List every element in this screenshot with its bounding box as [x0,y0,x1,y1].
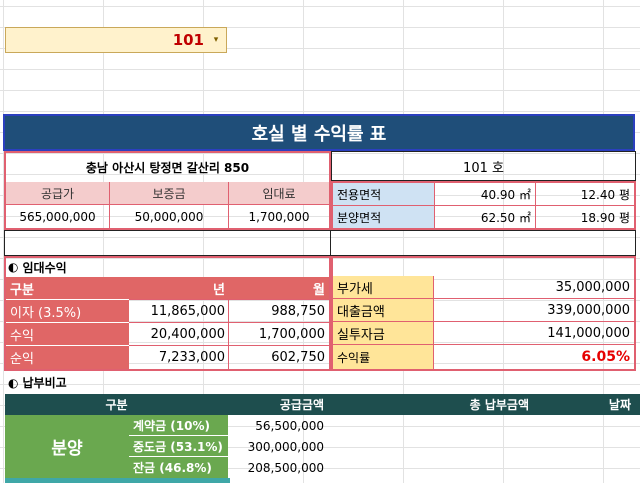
payment-section-heading: ◐ 납부비고 [4,372,204,393]
payment-group-sale: 분양 [5,415,129,478]
price-value-supply[interactable]: 565,000,000 [19,209,96,224]
area-m2-exclusive[interactable]: 40.90 ㎡ [480,187,531,202]
rental-row-year[interactable]: 7,233,000 [158,350,225,365]
spacer-row-right [331,230,636,256]
area-pyeong-exclusive[interactable]: 12.40 평 [580,187,630,202]
payment-header-date: 날짜 [608,398,631,412]
payment-header-total: 총 납부금액 [469,398,529,412]
price-value-rent[interactable]: 1,700,000 [248,209,310,224]
summary-label-investment: 실투자금 [333,322,433,344]
rental-section-title: 임대수익 [22,260,67,275]
payment-row-amount[interactable]: 56,500,000 [255,418,324,433]
summary-label-vat: 부가세 [333,276,433,298]
payment-row-amount[interactable]: 300,000,000 [247,439,324,454]
unit-label: 101 호 [463,160,504,176]
payment-row-amount[interactable]: 208,500,000 [247,460,324,475]
rental-row-month[interactable]: 1,700,000 [258,326,325,342]
unit-box [331,151,636,181]
area-pyeong-sale[interactable]: 18.90 평 [580,210,630,225]
price-value-deposit[interactable]: 50,000,000 [134,209,204,224]
chevron-down-icon[interactable]: ▾ [213,35,219,45]
price-box [4,151,331,230]
payment-header-row [5,394,640,415]
summary-label-loan: 대출금액 [333,299,433,321]
payment-next-row-teal [5,478,230,483]
summary-value-loan[interactable]: 339,000,000 [547,302,630,318]
area-m2-sale[interactable]: 62.50 ㎡ [480,210,531,225]
rental-row-label: 순익 [6,346,129,369]
rental-row-label: 수익 [6,323,129,345]
payment-header-category: 구분 [105,398,128,412]
spacer-row-left [4,230,331,256]
rental-section-heading: ◐ 임대수익 [4,257,204,277]
summary-label-yield: 수익률 [333,345,433,369]
half-circle-icon: ◐ [8,375,19,390]
rental-header-month: 월 [229,277,329,299]
payment-header-amount: 공급금액 [279,398,324,412]
rental-row-year[interactable]: 11,865,000 [150,303,225,319]
unit-dropdown-value: 101 [172,31,204,49]
page-title: 호실 별 수익률 표 [3,114,635,151]
area-label-sale: 분양면적 [333,206,434,228]
rental-header-label: 구분 [6,277,129,299]
summary-value-yield[interactable]: 6.05% [581,349,630,365]
price-header-supply: 공급가 [6,182,109,204]
price-header-rent: 임대료 [229,182,329,204]
price-header-deposit: 보증금 [110,182,228,204]
rental-row-label: 이자 (3.5%) [6,300,129,322]
area-box [331,181,636,230]
payment-row-label: 잔금 (46.8%) [129,457,228,478]
half-circle-icon: ◐ [8,260,19,274]
payment-row-label: 중도금 (53.1%) [129,436,228,457]
rental-header-year: 년 [129,277,229,299]
address-label: 충남 아산시 탕정면 갈산리 850 [85,160,250,175]
rental-box [4,256,331,371]
rental-row-month[interactable]: 988,750 [271,303,325,319]
unit-dropdown[interactable]: 101 ▾ [5,27,227,53]
payment-row-label: 계약금 (10%) [129,415,228,436]
rental-row-year[interactable]: 20,400,000 [150,326,225,342]
payment-section-title: 납부비고 [22,376,67,390]
summary-value-investment[interactable]: 141,000,000 [547,325,630,341]
summary-box [331,256,636,371]
summary-value-vat[interactable]: 35,000,000 [555,279,630,295]
area-label-exclusive: 전용면적 [333,183,434,205]
rental-row-month[interactable]: 602,750 [271,350,325,365]
